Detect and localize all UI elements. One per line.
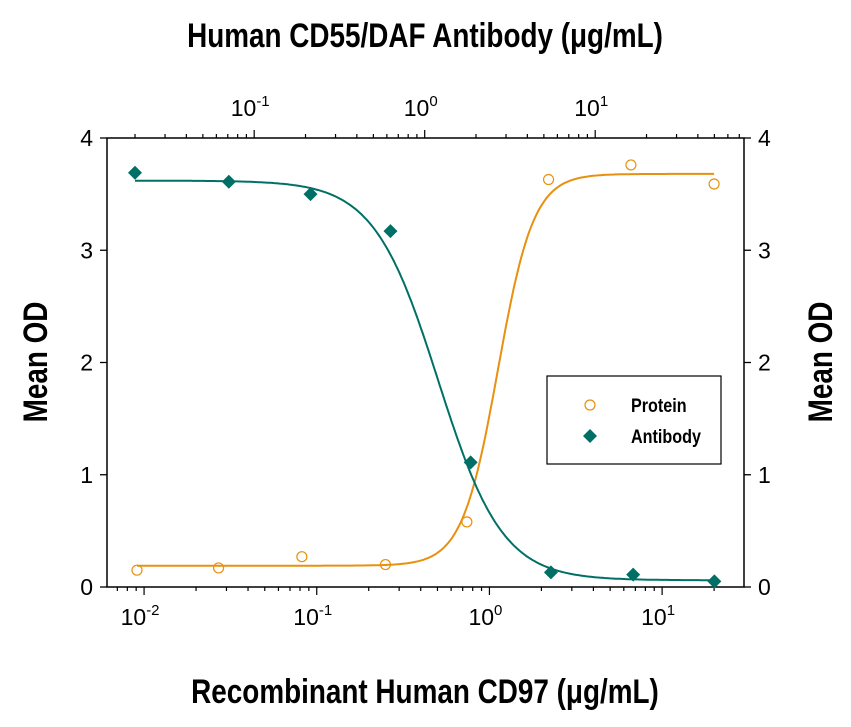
tick-exponent: -1 [319,602,332,619]
y-axis-label-left: Mean OD [16,302,54,423]
data-point-antibody [221,174,236,189]
legend-label-protein: Protein [631,395,687,417]
plot-frame [106,137,745,588]
tick-exponent: -2 [146,602,159,619]
tick-exponent: 1 [667,602,675,619]
data-point-protein [708,178,720,190]
y-tick-label-left: 2 [80,350,93,376]
tick-exponent: -1 [256,93,269,110]
x-bottom-tick-label: 101 [641,602,675,630]
x-top-tick-label: 10-1 [231,93,270,121]
data-points [128,159,722,589]
data-point-antibody [543,565,558,580]
y-tick-label-right: 0 [758,574,771,600]
data-point-protein [461,516,473,528]
tick-exponent: 0 [429,93,437,110]
y-axis-label-right: Mean OD [801,302,839,423]
x-bottom-tick-label: 10-1 [293,602,332,630]
y-tick-label-left: 4 [80,125,93,151]
data-point-antibody [626,567,641,582]
data-point-antibody [463,455,478,470]
data-point-protein [542,173,555,186]
y-tick-label-right: 1 [758,462,771,488]
data-point-protein [212,562,225,574]
y-tick-label-left: 0 [80,574,93,600]
legend-marker-protein [584,399,596,411]
tick-exponent: 0 [494,602,502,619]
legend: Protein Antibody [546,375,722,465]
x-bottom-tick-label: 10-2 [121,602,160,630]
legend-marker-antibody [583,429,597,443]
x-axis-label: Recombinant Human CD97 (μg/mL) [191,672,659,710]
x-top-tick-label: 101 [574,93,608,121]
data-point-protein [296,551,308,563]
y-tick-label-right: 4 [758,125,771,151]
data-point-antibody [128,165,143,180]
fit-curve-protein [137,172,715,567]
legend-box [546,375,722,465]
legend-label-antibody: Antibody [631,426,701,448]
data-point-antibody [383,224,398,239]
data-point-protein [131,564,143,576]
y-tick-label-left: 1 [80,462,93,488]
y-tick-label-right: 2 [758,350,771,376]
x-bottom-tick-label: 100 [468,602,502,630]
data-point-antibody [707,574,722,589]
data-point-protein [379,558,392,571]
data-point-protein [625,159,637,171]
data-point-antibody [303,187,318,202]
tick-exponent: 1 [600,93,608,110]
y-tick-label-left: 3 [80,237,93,263]
y-tick-label-right: 3 [758,237,771,263]
x-top-tick-label: 100 [404,93,438,121]
chart-title: Human CD55/DAF Antibody (μg/mL) [187,16,663,54]
